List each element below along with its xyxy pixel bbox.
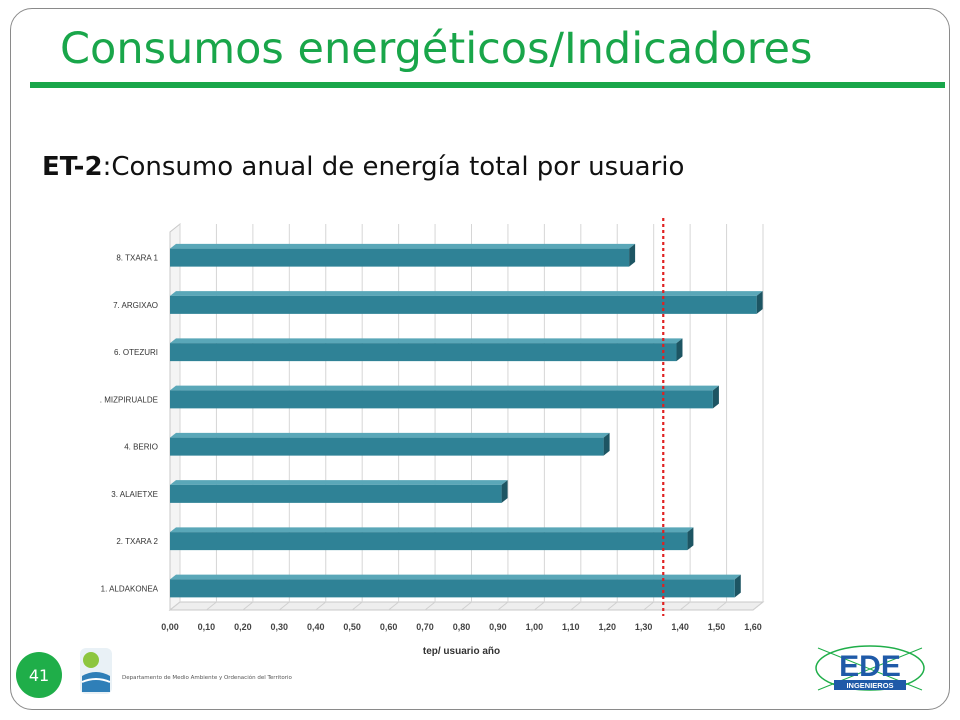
- bar-top: [170, 574, 741, 580]
- bar-top: [170, 243, 636, 249]
- x-tick-label: 1,60: [744, 622, 762, 632]
- gridline-floor: [570, 601, 582, 611]
- logo-ede-text: EDE: [839, 650, 901, 683]
- x-tick-label: 1,00: [526, 622, 544, 632]
- category-label: 4. BERIO: [124, 443, 158, 452]
- gridline-floor: [351, 601, 363, 611]
- x-tick-label: 0,50: [343, 622, 361, 632]
- bar: [170, 248, 630, 267]
- slide-subtitle: ET-2:Consumo anual de energía total por …: [42, 152, 684, 182]
- gridline-floor: [242, 601, 254, 611]
- gridline-floor: [461, 601, 472, 611]
- bar-top: [170, 385, 719, 391]
- gridline-floor: [716, 601, 727, 611]
- x-tick-label: 0,20: [234, 622, 252, 632]
- gridline-floor: [497, 601, 509, 611]
- bar-top: [170, 291, 763, 296]
- page-number-badge: 41: [16, 652, 62, 698]
- gridline-floor: [424, 601, 436, 611]
- bar-side: [756, 291, 763, 314]
- x-tick-label: 0,60: [380, 622, 398, 632]
- chart-side-wall: [169, 222, 181, 612]
- bar-side: [734, 574, 741, 598]
- gridline-floor: [679, 601, 691, 611]
- x-tick-label: 0,00: [161, 622, 179, 632]
- bar-side: [676, 338, 683, 362]
- x-tick-label: 0,10: [198, 622, 216, 632]
- bar-side: [687, 527, 694, 551]
- gridline-floor: [279, 601, 290, 611]
- indicator-code: ET-2: [42, 152, 103, 182]
- x-tick-label: 0,80: [453, 622, 471, 632]
- category-label: 1. ALDAKONEA: [101, 584, 159, 593]
- category-label: 7. ARGIXAO: [113, 301, 158, 310]
- x-axis-title: tep/ usuario año: [423, 646, 500, 657]
- x-tick-label: 0,40: [307, 622, 325, 632]
- gridline-floor: [315, 601, 327, 611]
- bar: [170, 579, 735, 598]
- bar: [170, 532, 688, 551]
- bar-top: [170, 432, 610, 438]
- category-label: 2. TXARA 2: [116, 537, 158, 546]
- department-logo-icon: [80, 648, 112, 694]
- gridline-floor: [643, 601, 654, 611]
- category-label: 6. OTEZURI: [114, 348, 158, 357]
- bar-side: [712, 385, 719, 409]
- slide-frame: [10, 8, 950, 710]
- slide-title: Consumos energéticos/Indicadores: [60, 24, 813, 74]
- x-tick-label: 1,20: [598, 622, 616, 632]
- x-tick-label: 1,30: [635, 622, 653, 632]
- gridline-floor: [169, 601, 181, 611]
- category-label: 5. MIZPIRUALDE: [100, 395, 158, 404]
- bar-side: [629, 243, 636, 267]
- bar-top: [170, 480, 508, 485]
- x-tick-label: 0,90: [489, 622, 507, 632]
- bar-side: [501, 480, 508, 503]
- ede-ingenieros-logo: EDE INGENIEROS: [815, 645, 925, 691]
- gridline-floor: [534, 601, 545, 611]
- title-underline: [30, 82, 945, 88]
- indicator-description: :Consumo anual de energía total por usua…: [102, 152, 685, 182]
- gridline-floor: [206, 601, 217, 611]
- bar-top: [170, 338, 683, 344]
- x-tick-label: 1,10: [562, 622, 580, 632]
- energy-consumption-bar-chart: 0,00 0,10 0,20 0,30 0,40 0,50 0,60 0,70 0,80 0,90…: [100, 218, 765, 657]
- department-name: Departamento de Medio Ambiente y Ordenac…: [122, 675, 292, 681]
- category-label: 8. TXARA 1: [116, 254, 158, 263]
- gridline-floor: [388, 601, 399, 611]
- gridline-floor: [606, 601, 618, 611]
- bar: [170, 437, 604, 456]
- bar-side: [603, 432, 610, 456]
- x-tick-label: 0,30: [271, 622, 289, 632]
- bar: [170, 484, 502, 503]
- x-tick-label: 0,70: [416, 622, 434, 632]
- x-tick-label: 1,40: [671, 622, 689, 632]
- logo-ingenieros-text: INGENIEROS: [846, 681, 893, 690]
- bar: [170, 390, 713, 409]
- bar-top: [170, 527, 694, 533]
- bar: [170, 343, 677, 362]
- x-tick-label: 1,50: [708, 622, 726, 632]
- gridline-floor: [752, 601, 764, 611]
- category-label: 3. ALAIETXE: [111, 490, 158, 499]
- bar: [170, 295, 757, 314]
